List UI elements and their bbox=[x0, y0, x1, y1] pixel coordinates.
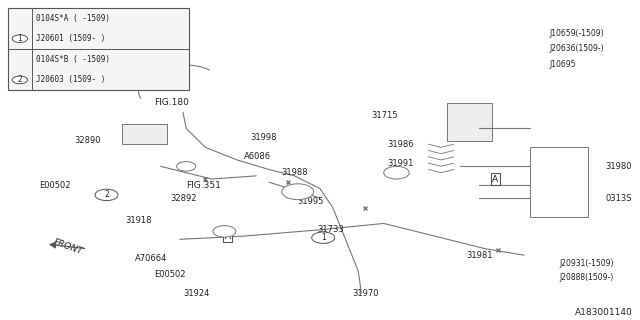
Circle shape bbox=[384, 166, 409, 179]
Text: 0104S*A ( -1509): 0104S*A ( -1509) bbox=[36, 13, 110, 22]
Text: 31988: 31988 bbox=[282, 168, 308, 177]
Circle shape bbox=[12, 76, 28, 84]
FancyBboxPatch shape bbox=[8, 8, 189, 90]
Text: 31924: 31924 bbox=[183, 289, 209, 298]
Circle shape bbox=[213, 226, 236, 237]
Text: 1: 1 bbox=[321, 233, 326, 242]
Text: 0104S*B ( -1509): 0104S*B ( -1509) bbox=[36, 55, 110, 64]
Text: 31986: 31986 bbox=[387, 140, 413, 148]
Text: A183001140: A183001140 bbox=[575, 308, 632, 317]
Text: 0313S: 0313S bbox=[605, 194, 632, 203]
Text: 31715: 31715 bbox=[371, 111, 397, 120]
Text: 31980: 31980 bbox=[605, 162, 632, 171]
FancyBboxPatch shape bbox=[447, 103, 492, 141]
Text: J20888(1509-): J20888(1509-) bbox=[559, 273, 613, 282]
Text: 31998: 31998 bbox=[250, 133, 276, 142]
Circle shape bbox=[177, 162, 196, 171]
Text: 32890: 32890 bbox=[75, 136, 101, 146]
Text: J20931(-1509): J20931(-1509) bbox=[559, 259, 614, 268]
Text: FIG.351: FIG.351 bbox=[186, 181, 221, 190]
Text: 31981: 31981 bbox=[467, 251, 493, 260]
Text: 32892: 32892 bbox=[170, 194, 196, 203]
Text: 2: 2 bbox=[17, 76, 22, 84]
Text: A: A bbox=[225, 232, 230, 241]
Circle shape bbox=[12, 35, 28, 43]
FancyBboxPatch shape bbox=[122, 124, 167, 144]
Text: 1: 1 bbox=[17, 34, 22, 43]
Text: J20603 (1509- ): J20603 (1509- ) bbox=[36, 76, 105, 84]
Circle shape bbox=[282, 184, 314, 200]
Text: A70664: A70664 bbox=[135, 254, 168, 263]
Text: 31995: 31995 bbox=[298, 197, 324, 206]
Text: A6086: A6086 bbox=[244, 152, 271, 161]
Text: J20636(1509-): J20636(1509-) bbox=[549, 44, 604, 53]
Text: FIG.180: FIG.180 bbox=[154, 99, 189, 108]
Circle shape bbox=[312, 232, 335, 244]
Text: 31991: 31991 bbox=[387, 159, 413, 168]
Circle shape bbox=[95, 189, 118, 201]
Text: A: A bbox=[492, 174, 499, 184]
Text: 31733: 31733 bbox=[317, 225, 344, 234]
Text: J20601 (1509- ): J20601 (1509- ) bbox=[36, 34, 105, 43]
Text: FRONT: FRONT bbox=[52, 238, 84, 257]
Text: J10695: J10695 bbox=[549, 60, 576, 69]
Text: 31918: 31918 bbox=[125, 216, 152, 225]
FancyBboxPatch shape bbox=[531, 147, 588, 217]
Text: E00502: E00502 bbox=[154, 270, 186, 279]
Text: J10659(-1509): J10659(-1509) bbox=[549, 28, 604, 38]
Text: 2: 2 bbox=[104, 190, 109, 199]
Text: 31970: 31970 bbox=[352, 289, 378, 298]
Text: E00502: E00502 bbox=[40, 181, 71, 190]
